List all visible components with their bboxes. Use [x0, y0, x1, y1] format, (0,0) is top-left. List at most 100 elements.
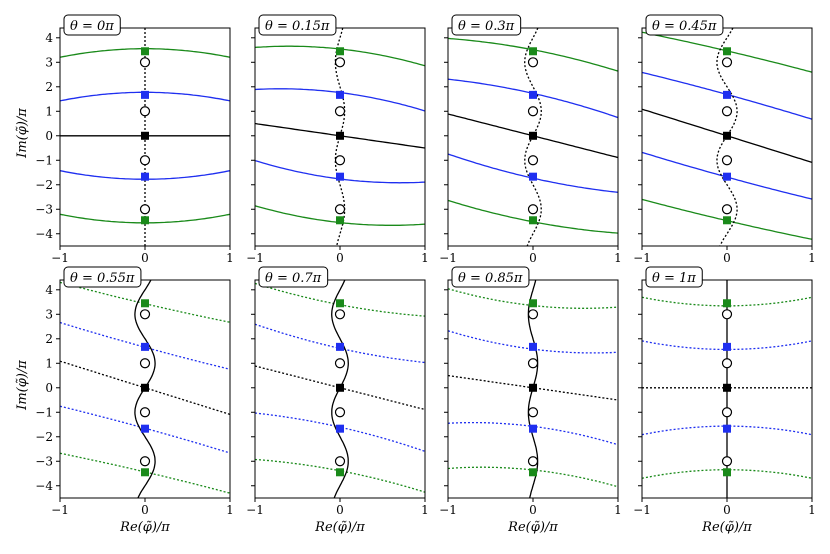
circle-marker-1 [139, 358, 151, 369]
y-tick-label: −1 [35, 153, 53, 167]
y-tick-label: 2 [45, 332, 53, 346]
x-tick-label: 0 [336, 503, 344, 517]
square-marker-2 [529, 383, 537, 392]
panel-7: −1 0 1 θ = 0.85π [439, 266, 622, 517]
square-marker-0 [723, 47, 731, 56]
circle-marker-0 [527, 57, 539, 68]
panel-4: −1 0 1 θ = 0.45π [633, 14, 816, 265]
series-branch-3 [255, 412, 425, 453]
circle-marker-1 [527, 358, 539, 369]
y-tick-label: 0 [45, 129, 53, 143]
panel-8: −1 0 1 θ = 1π [633, 266, 816, 517]
panel-title: θ = 0π [70, 19, 114, 34]
circle-marker-3 [527, 204, 539, 215]
panel-title: θ = 0.55π [70, 271, 135, 286]
circle-marker-0 [139, 57, 151, 68]
xlabel-3: Re(φ̃)/π [507, 520, 558, 535]
square-marker-3 [141, 172, 149, 181]
y-tick-label: −1 [35, 405, 53, 419]
x-tick-label: 1 [421, 251, 429, 265]
circle-marker-0 [334, 309, 346, 320]
y-tick-label: −2 [35, 178, 53, 192]
circle-marker-1 [721, 358, 733, 369]
panel-title: θ = 0.45π [652, 19, 717, 34]
x-tick-label: −1 [633, 251, 651, 265]
square-marker-4 [723, 216, 731, 225]
x-tick-label: −1 [246, 503, 264, 517]
x-tick-label: 0 [723, 503, 731, 517]
title-box [258, 266, 329, 288]
circle-marker-1 [139, 106, 151, 117]
square-marker-1 [336, 90, 344, 99]
circle-marker-2 [721, 155, 733, 166]
square-marker-2 [723, 383, 731, 392]
square-marker-0 [141, 299, 149, 308]
square-marker-4 [529, 216, 537, 225]
title-box [63, 14, 121, 36]
square-marker-1 [336, 342, 344, 351]
circle-marker-3 [721, 204, 733, 215]
x-tick-label: 1 [614, 251, 622, 265]
square-marker-3 [723, 424, 731, 433]
square-marker-1 [141, 90, 149, 99]
square-marker-0 [141, 47, 149, 56]
square-marker-0 [336, 47, 344, 56]
y-tick-label: 1 [45, 356, 53, 370]
xlabel-1: Re(φ̃)/π [119, 520, 170, 535]
title-box [645, 266, 703, 288]
title-box [645, 14, 724, 36]
x-tick-label: −1 [51, 251, 69, 265]
panel-6: −1 0 1 θ = 0.7π [246, 266, 429, 517]
x-tick-label: −1 [246, 251, 264, 265]
x-tick-label: 0 [723, 251, 731, 265]
square-marker-0 [336, 299, 344, 308]
square-marker-4 [141, 216, 149, 225]
circle-marker-2 [139, 155, 151, 166]
square-marker-3 [336, 172, 344, 181]
square-marker-4 [529, 468, 537, 477]
y-tick-label: −3 [35, 202, 53, 216]
x-tick-label: −1 [439, 503, 457, 517]
panel-title: θ = 0.3π [458, 19, 515, 34]
title-box [451, 14, 522, 36]
square-marker-3 [336, 424, 344, 433]
circle-marker-3 [334, 456, 346, 467]
y-tick-label: 4 [45, 31, 53, 45]
square-marker-2 [723, 131, 731, 140]
square-marker-4 [336, 468, 344, 477]
square-marker-1 [529, 90, 537, 99]
square-marker-2 [141, 383, 149, 392]
x-tick-label: 0 [141, 503, 149, 517]
panel-5: −1 0 1 −4 −3 −2 −1 0 1 2 3 4 θ = 0.55π [35, 266, 234, 517]
circle-marker-2 [721, 407, 733, 418]
y-tick-label: 0 [45, 381, 53, 395]
circle-marker-2 [527, 407, 539, 418]
series-branch-1 [448, 330, 618, 354]
x-tick-label: 0 [529, 251, 537, 265]
square-marker-2 [336, 383, 344, 392]
square-marker-0 [529, 47, 537, 56]
y-tick-label: 1 [45, 104, 53, 118]
circle-marker-0 [334, 57, 346, 68]
x-tick-label: 1 [226, 503, 234, 517]
circle-marker-3 [527, 456, 539, 467]
square-marker-2 [141, 131, 149, 140]
x-tick-label: 0 [336, 251, 344, 265]
panel-title: θ = 0.85π [458, 271, 523, 286]
x-tick-label: 0 [529, 503, 537, 517]
circle-marker-3 [334, 204, 346, 215]
square-marker-2 [529, 131, 537, 140]
x-tick-label: 1 [808, 251, 816, 265]
x-tick-label: −1 [633, 503, 651, 517]
series-branch-4 [60, 452, 230, 494]
circle-marker-0 [721, 57, 733, 68]
circle-marker-2 [527, 155, 539, 166]
x-tick-label: 0 [141, 251, 149, 265]
square-marker-4 [723, 468, 731, 477]
title-box [258, 14, 337, 36]
xlabel-4: Re(φ̃)/π [701, 520, 752, 535]
y-tick-label: 3 [45, 55, 53, 69]
y-tick-label: −2 [35, 430, 53, 444]
circle-marker-0 [139, 309, 151, 320]
